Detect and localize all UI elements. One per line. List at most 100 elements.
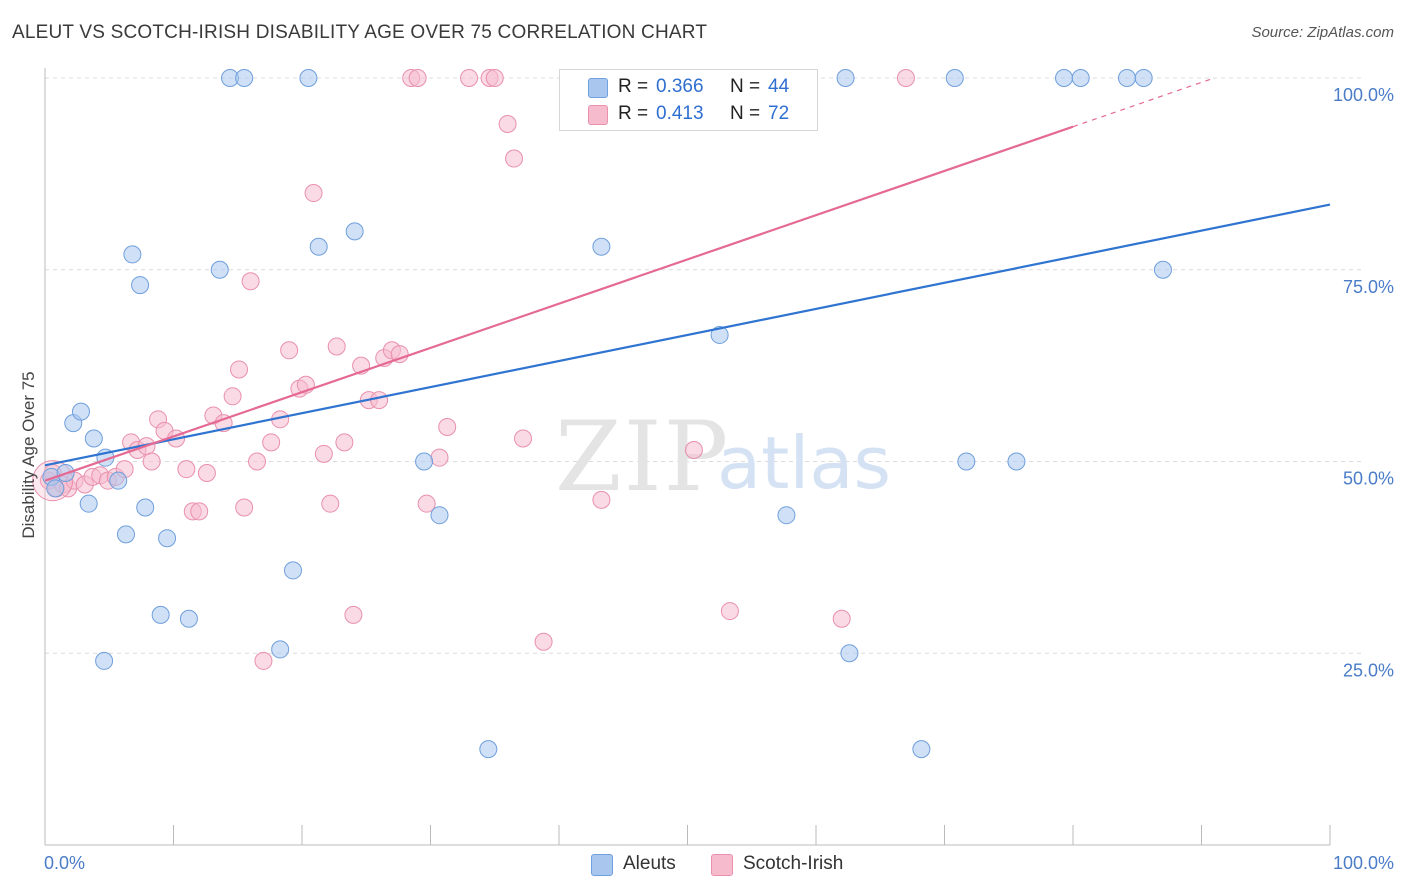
aleuts-trend-line <box>44 203 1331 467</box>
scotch-irish-point <box>460 69 479 87</box>
aleuts-points <box>42 69 1172 759</box>
scotch-irish-point <box>505 149 524 168</box>
aleuts-point <box>136 498 155 517</box>
scotch-irish-point <box>390 345 409 364</box>
legend-n-value: 44 <box>768 76 790 97</box>
x-tick-label: 0.0% <box>44 853 85 873</box>
aleuts-legend-label: Aleuts <box>623 853 676 874</box>
scotch-irish-point <box>335 433 354 452</box>
aleuts-point <box>235 69 254 87</box>
aleuts-point <box>912 740 931 759</box>
aleuts-point <box>284 561 303 580</box>
aleuts-point <box>1055 69 1074 87</box>
y-tick-label: 100.0% <box>1333 85 1394 105</box>
aleuts-point <box>345 222 364 241</box>
scotch-irish-point <box>321 494 340 513</box>
scotch-irish-point <box>408 69 427 87</box>
aleuts-point <box>957 452 976 471</box>
aleuts-point <box>710 325 729 344</box>
legend-r-label: R = <box>618 76 649 97</box>
watermark-zip: ZIP <box>555 401 730 513</box>
aleuts-point <box>95 651 114 670</box>
scotch-irish-point <box>430 448 449 467</box>
aleuts-point <box>1071 69 1090 87</box>
legend-n-label: N = <box>730 103 761 124</box>
scotch-irish-point <box>370 391 389 410</box>
scotch-irish-point <box>485 69 504 87</box>
scotch-irish-point <box>190 502 209 521</box>
scotch-irish-point <box>254 651 273 670</box>
aleuts-point <box>415 452 434 471</box>
scotch-irish-points <box>32 69 915 670</box>
aleuts-point <box>945 69 964 87</box>
aleuts-legend-swatch <box>591 854 613 876</box>
y-tick-label: 75.0% <box>1343 277 1394 297</box>
tick-labels: 100.0% 75.0% 50.0% 25.0% 0.0% 100.0% <box>44 85 1394 873</box>
source-credit: Source: ZipAtlas.com <box>1251 24 1394 41</box>
series-legend: Aleuts Scotch-Irish <box>0 851 1406 879</box>
legend-n-label: N = <box>730 76 761 97</box>
aleuts-point <box>777 506 796 525</box>
scotch-irish-point <box>262 433 281 452</box>
scotch-irish-point <box>832 609 851 628</box>
aleuts-point <box>46 479 65 498</box>
watermark-atlas: atlas <box>717 421 891 505</box>
legend-row-scotch-irish: R = 0.413 N = 72 <box>560 101 817 127</box>
aleuts-swatch <box>588 78 608 98</box>
aleuts-point <box>116 525 135 544</box>
scotch-irish-point <box>417 494 436 513</box>
y-tick-label: 50.0% <box>1343 469 1394 489</box>
aleuts-point <box>479 740 498 759</box>
scotch-irish-point <box>142 452 161 471</box>
scotch-irish-point <box>197 464 216 483</box>
scotch-irish-point <box>235 498 254 517</box>
scotch-irish-legend-label: Scotch-Irish <box>743 853 844 874</box>
scotch-irish-point <box>280 341 299 360</box>
aleuts-point <box>271 640 290 659</box>
correlation-legend: R = 0.366 N = 44 R = 0.413 N = 72 <box>559 69 818 131</box>
aleuts-point <box>131 276 150 295</box>
aleuts-point <box>71 402 90 421</box>
scotch-irish-point <box>896 69 915 87</box>
trend-lines <box>44 77 1331 482</box>
scotch-irish-point <box>304 184 323 203</box>
legend-n-value: 72 <box>768 103 790 124</box>
aleuts-point <box>79 494 98 513</box>
scotch-irish-point <box>327 337 346 356</box>
scotch-irish-legend-swatch <box>711 854 733 876</box>
scotch-irish-point <box>230 360 249 379</box>
chart-title: ALEUT VS SCOTCH-IRISH DISABILITY AGE OVE… <box>12 22 708 43</box>
y-axis-label: Disability Age Over 75 <box>19 371 38 538</box>
aleuts-point <box>210 260 229 279</box>
scotch-irish-point <box>534 632 553 651</box>
scotch-irish-point <box>177 460 196 479</box>
aleuts-point <box>309 237 328 256</box>
scotch-irish-point <box>720 602 739 621</box>
aleuts-point <box>109 471 128 490</box>
aleuts-point <box>1153 260 1172 279</box>
legend-r-label: R = <box>618 103 649 124</box>
aleuts-point <box>1007 452 1026 471</box>
aleuts-point <box>840 644 859 663</box>
aleuts-point <box>430 506 449 525</box>
legend-row-aleuts: R = 0.366 N = 44 <box>560 74 817 100</box>
aleuts-point <box>158 529 177 548</box>
scotch-irish-trend-line <box>44 125 1074 482</box>
scotch-irish-point <box>248 452 267 471</box>
scotch-irish-point <box>514 429 533 448</box>
aleuts-point <box>299 69 318 87</box>
aleuts-point <box>836 69 855 87</box>
scotch-irish-point <box>498 115 517 134</box>
scotch-irish-point <box>241 272 260 291</box>
aleuts-point <box>1117 69 1136 87</box>
aleuts-point <box>592 237 611 256</box>
aleuts-point <box>179 609 198 628</box>
scotch-irish-trend-extension <box>1072 77 1215 128</box>
aleuts-point <box>1134 69 1153 87</box>
scotch-irish-point <box>684 440 703 459</box>
scotch-irish-point <box>344 605 363 624</box>
aleuts-point <box>84 429 103 448</box>
x-tick-label: 100.0% <box>1333 853 1394 873</box>
axes <box>44 68 1331 846</box>
